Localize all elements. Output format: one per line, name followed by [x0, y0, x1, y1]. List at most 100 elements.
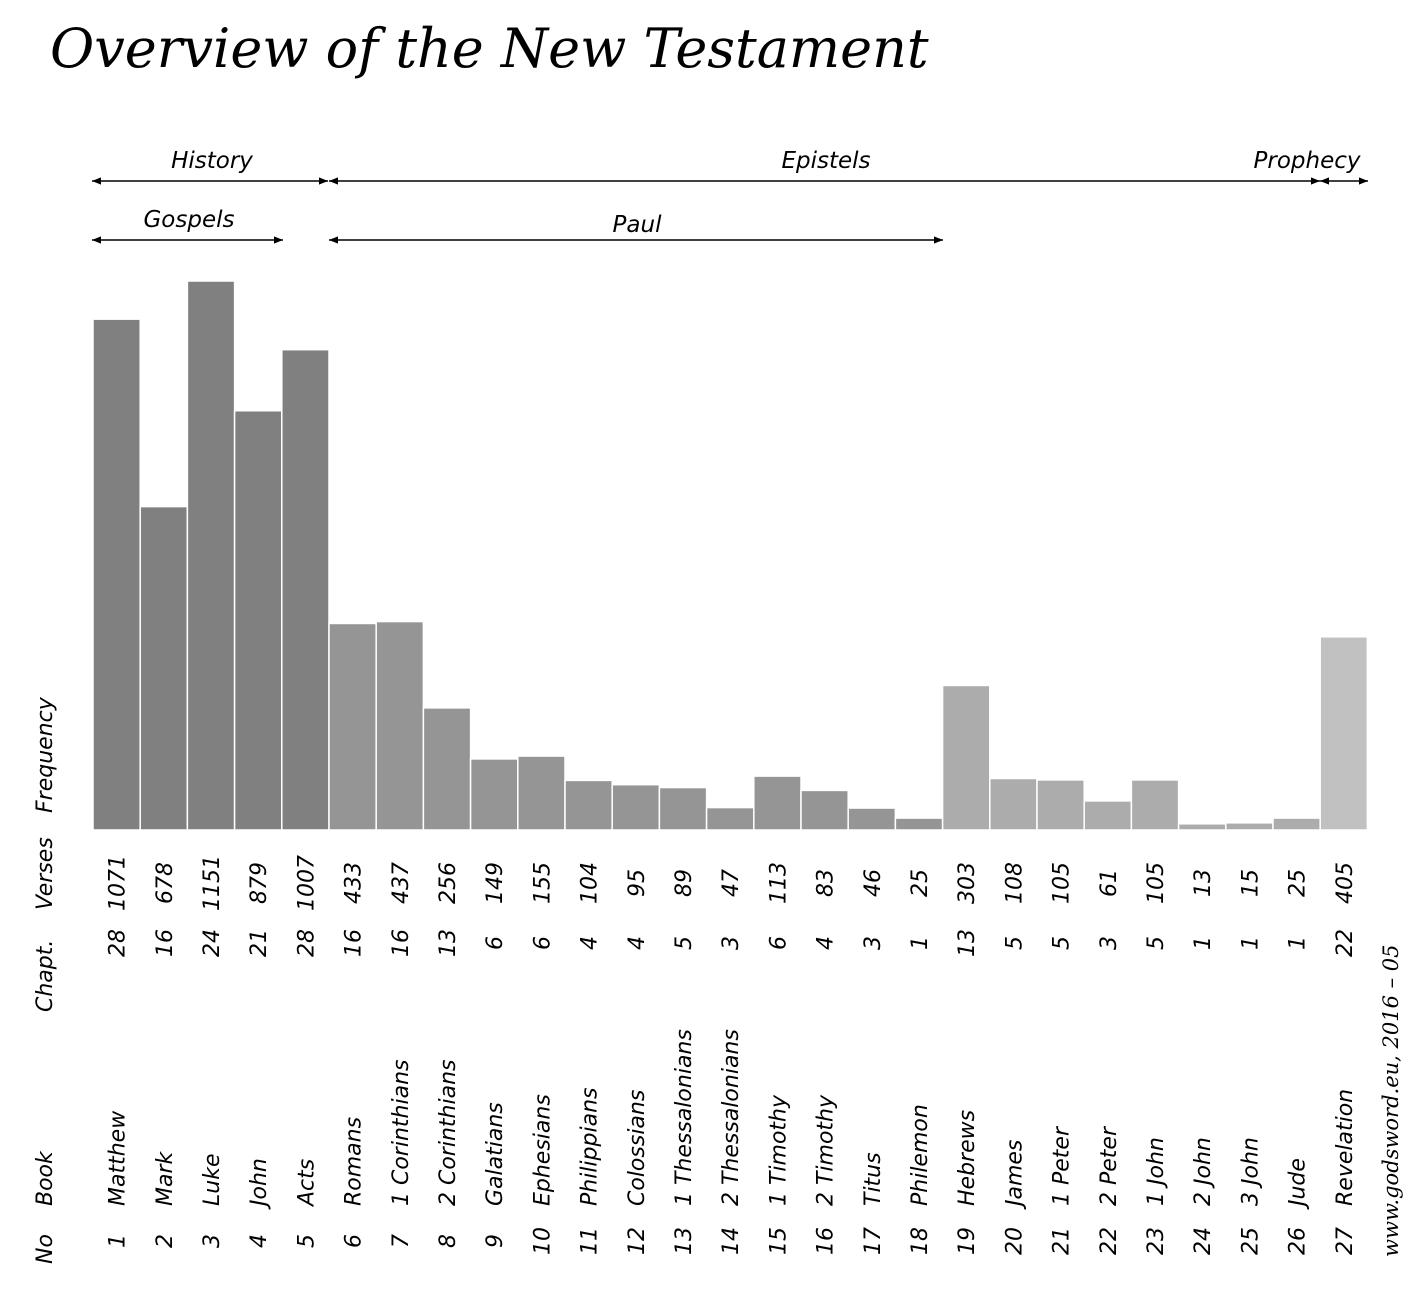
bar-2-peter [1083, 800, 1133, 831]
verses-label-revelation: 405 [1333, 862, 1358, 904]
book-label-jude: Jude [1286, 1158, 1311, 1210]
chapters-label-titus: 3 [861, 936, 886, 950]
bar-hebrews [941, 684, 991, 831]
bar-mark [139, 505, 189, 831]
chapters-label-1-peter: 5 [1050, 936, 1075, 950]
chapters-label-ephesians: 6 [530, 936, 555, 950]
verses-row-label: Verses [33, 837, 58, 910]
book-label-1-peter: 1 Peter [1050, 1125, 1075, 1206]
no-label-ephesians: 10 [530, 1227, 555, 1255]
book-label-revelation: Revelation [1333, 1089, 1358, 1206]
chapters-label-john: 21 [247, 929, 272, 957]
no-label-1-corinthians: 7 [389, 1234, 414, 1248]
verses-label-james: 108 [1002, 862, 1027, 904]
no-label-1-thessalonians: 13 [672, 1227, 697, 1255]
bar-1-corinthians [375, 620, 425, 831]
no-label-matthew: 1 [106, 1234, 131, 1248]
chapters-label-philemon: 1 [908, 936, 933, 950]
book-label-john: John [247, 1158, 272, 1210]
history-label: History [171, 148, 253, 174]
chapters-label-2-john: 1 [1191, 936, 1216, 950]
verses-label-philippians: 104 [578, 862, 603, 904]
no-label-john: 4 [247, 1234, 272, 1248]
no-label-jude: 26 [1286, 1227, 1311, 1255]
chapters-label-2-corinthians: 13 [436, 929, 461, 957]
book-row-label: Book [33, 1150, 58, 1206]
book-label-james: James [1002, 1140, 1027, 1210]
chapters-label-matthew: 28 [106, 929, 131, 957]
book-label-ephesians: Ephesians [530, 1094, 555, 1206]
no-label-1-john: 23 [1144, 1227, 1169, 1255]
book-label-2-john: 2 John [1191, 1137, 1216, 1206]
verses-label-mark: 678 [153, 862, 178, 904]
bar-2-thessalonians [705, 806, 755, 831]
book-label-philemon: Philemon [908, 1104, 933, 1206]
verses-label-2-john: 13 [1191, 869, 1216, 897]
no-label-1-peter: 21 [1050, 1227, 1075, 1255]
bar-2-timothy [800, 789, 849, 831]
bar-galatians [469, 758, 519, 831]
no-label-philippians: 11 [578, 1227, 603, 1255]
no-label-romans: 6 [342, 1234, 367, 1248]
bar-1-timothy [753, 775, 802, 831]
verses-label-1-corinthians: 437 [389, 862, 414, 904]
epistels-label: Epistels [781, 148, 870, 174]
chapters-label-hebrews: 13 [955, 929, 980, 957]
book-labels-layer: Matthew Mark Luke John Acts Romans 1 Corinthia… [106, 1029, 1358, 1210]
bar-james [989, 777, 1038, 831]
book-label-2-thessalonians: 2 Thessalonians [719, 1029, 744, 1206]
verses-label-hebrews: 303 [955, 862, 980, 904]
verses-label-1-john: 105 [1144, 862, 1169, 904]
no-label-2-john: 24 [1191, 1227, 1216, 1255]
verses-label-2-thessalonians: 47 [719, 869, 744, 897]
book-label-3-john: 3 John [1238, 1137, 1263, 1206]
verses-label-galatians: 149 [483, 862, 508, 904]
book-label-luke: Luke [200, 1154, 225, 1206]
book-label-2-timothy: 2 Timothy [814, 1094, 839, 1206]
book-label-1-corinthians: 1 Corinthians [389, 1060, 414, 1206]
no-label-titus: 17 [861, 1227, 886, 1255]
bar-revelation [1319, 636, 1369, 831]
book-label-1-thessalonians: 1 Thessalonians [672, 1029, 697, 1206]
chapters-label-1-timothy: 6 [766, 936, 791, 950]
verses-label-philemon: 25 [908, 869, 933, 897]
chapters-label-james: 5 [1002, 936, 1027, 950]
book-label-mark: Mark [153, 1150, 178, 1206]
bar-2-corinthians [422, 707, 472, 831]
chapters-label-1-corinthians: 16 [389, 929, 414, 957]
no-label-2-thessalonians: 14 [719, 1227, 744, 1255]
no-label-2-corinthians: 8 [436, 1234, 461, 1248]
bar-matthew [92, 318, 141, 831]
chapters-label-3-john: 1 [1238, 936, 1263, 950]
bar-philippians [564, 779, 613, 831]
verses-label-1-thessalonians: 89 [672, 869, 697, 897]
prophecy-label: Prophecy [1254, 148, 1361, 174]
verses-label-1-timothy: 113 [766, 862, 791, 904]
no-label-hebrews: 19 [955, 1227, 980, 1255]
chapters-label-2-thessalonians: 3 [719, 936, 744, 950]
no-label-colossians: 12 [625, 1227, 650, 1255]
gospels-label: Gospels [143, 207, 234, 233]
bar-ephesians [517, 755, 566, 831]
verses-label-1-peter: 105 [1050, 862, 1075, 904]
chapters-label-romans: 16 [342, 929, 367, 957]
bar-titus [847, 807, 897, 831]
book-label-romans: Romans [342, 1117, 367, 1206]
bar-acts [281, 348, 330, 831]
bar-1-peter [1036, 779, 1085, 831]
credit-text: www.godsword.eu, 2016 – 05 [1379, 944, 1403, 1257]
chapters-label-1-john: 5 [1144, 936, 1169, 950]
no-label-mark: 2 [153, 1234, 178, 1248]
bar-colossians [611, 783, 661, 831]
chapters-label-colossians: 4 [625, 936, 650, 950]
verses-label-2-timothy: 83 [814, 869, 839, 897]
verses-label-colossians: 95 [625, 869, 650, 897]
chapters-label-luke: 24 [200, 929, 225, 957]
verses-label-luke: 1151 [200, 855, 225, 911]
verses-label-acts: 1007 [294, 855, 319, 911]
verses-label-2-peter: 61 [1097, 869, 1122, 897]
no-labels-layer: 1 2 3 4 5 6 7 8 9 10 11 12 13 14 15 16 17 18 19 20 21 22 23 24 2… [106, 1227, 1358, 1255]
book-label-1-john: 1 John [1144, 1137, 1169, 1206]
book-label-philippians: Philippians [578, 1088, 603, 1206]
chapters-label-mark: 16 [153, 929, 178, 957]
